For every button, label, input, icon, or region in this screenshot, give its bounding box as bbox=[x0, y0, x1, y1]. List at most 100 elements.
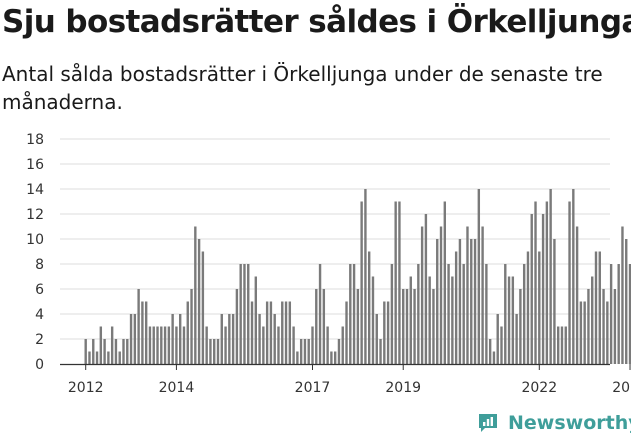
bar bbox=[526, 251, 530, 364]
bar bbox=[591, 276, 594, 364]
newsworthy-brand[interactable]: Newsworthy bbox=[476, 408, 631, 438]
y-tick-label: 14 bbox=[26, 182, 44, 198]
bar bbox=[617, 264, 620, 364]
bar bbox=[549, 189, 552, 364]
bar bbox=[152, 326, 155, 364]
y-tick-label: 10 bbox=[26, 232, 44, 248]
bar bbox=[409, 276, 412, 364]
bar bbox=[352, 264, 356, 364]
bar bbox=[360, 201, 363, 364]
bar bbox=[511, 276, 515, 364]
bar bbox=[247, 264, 250, 364]
bar bbox=[481, 226, 484, 364]
bar bbox=[473, 239, 477, 364]
bar bbox=[273, 314, 276, 364]
y-tick-label: 4 bbox=[35, 307, 44, 323]
bar bbox=[379, 339, 382, 364]
bar bbox=[443, 201, 446, 364]
bar bbox=[439, 226, 443, 364]
bar bbox=[534, 201, 537, 364]
bar bbox=[594, 251, 598, 364]
bar bbox=[575, 226, 579, 364]
bar bbox=[568, 201, 571, 364]
bar bbox=[122, 339, 125, 364]
bar bbox=[364, 189, 367, 364]
bar bbox=[84, 339, 87, 364]
bar bbox=[628, 264, 631, 364]
x-tick-label: 2024 bbox=[612, 380, 631, 396]
bar bbox=[110, 326, 114, 364]
bar bbox=[239, 264, 242, 364]
y-tick-label: 6 bbox=[35, 282, 44, 298]
bar bbox=[447, 264, 450, 364]
bar bbox=[216, 339, 220, 364]
bar bbox=[621, 226, 624, 364]
bar bbox=[171, 314, 174, 364]
bar bbox=[368, 251, 371, 364]
chart-subtitle: Antal sålda bostadsrätter i Örkelljunga … bbox=[2, 62, 603, 114]
bar bbox=[277, 326, 280, 364]
bar bbox=[424, 214, 428, 364]
bar bbox=[311, 326, 314, 364]
bar bbox=[224, 326, 227, 364]
bar bbox=[557, 326, 560, 364]
x-axis-labels: 2012 2014 2017 2019 2022 2024 bbox=[68, 364, 631, 396]
bar bbox=[95, 351, 99, 364]
bar bbox=[137, 289, 140, 364]
bar bbox=[318, 264, 322, 364]
bar bbox=[88, 351, 91, 364]
bar bbox=[564, 326, 567, 364]
bar bbox=[194, 226, 197, 364]
bar bbox=[470, 239, 473, 364]
bar bbox=[383, 301, 386, 364]
bar bbox=[265, 301, 269, 364]
bar bbox=[322, 289, 326, 364]
bar bbox=[284, 301, 288, 364]
bar bbox=[515, 314, 518, 364]
bar bbox=[386, 301, 390, 364]
bar bbox=[545, 201, 549, 364]
bar bbox=[345, 301, 348, 364]
bar bbox=[197, 239, 201, 364]
bar bbox=[356, 289, 360, 364]
bar bbox=[330, 351, 333, 364]
bar bbox=[133, 314, 137, 364]
bar bbox=[398, 201, 401, 364]
y-tick-label: 18 bbox=[26, 132, 44, 148]
bar bbox=[186, 301, 189, 364]
bar bbox=[496, 314, 499, 364]
bar bbox=[583, 301, 586, 364]
bar bbox=[466, 226, 469, 364]
bar bbox=[349, 264, 352, 364]
bar bbox=[613, 289, 617, 364]
bar bbox=[179, 314, 182, 364]
x-tick-label: 2017 bbox=[295, 380, 331, 396]
bar bbox=[296, 351, 299, 364]
bar bbox=[254, 276, 257, 364]
bar bbox=[609, 264, 613, 364]
bar bbox=[390, 264, 394, 364]
bar bbox=[107, 351, 110, 364]
y-axis-labels: 0 2 4 6 8 10 12 14 16 18 bbox=[26, 132, 44, 373]
bar bbox=[201, 251, 205, 364]
bar bbox=[504, 264, 507, 364]
bar bbox=[522, 264, 526, 364]
bar bbox=[92, 339, 95, 364]
bar bbox=[598, 251, 601, 364]
bar bbox=[231, 314, 235, 364]
bar bbox=[560, 326, 564, 364]
bar bbox=[141, 301, 144, 364]
bars bbox=[84, 189, 631, 364]
y-tick-label: 0 bbox=[35, 357, 44, 373]
bar bbox=[126, 339, 129, 364]
bar bbox=[209, 339, 212, 364]
brand-name: Newsworthy bbox=[508, 412, 631, 434]
bar bbox=[299, 339, 303, 364]
bar bbox=[228, 314, 231, 364]
bar bbox=[315, 289, 318, 364]
bar bbox=[572, 189, 575, 364]
bar bbox=[250, 301, 254, 364]
bar bbox=[292, 326, 295, 364]
bar bbox=[579, 301, 583, 364]
